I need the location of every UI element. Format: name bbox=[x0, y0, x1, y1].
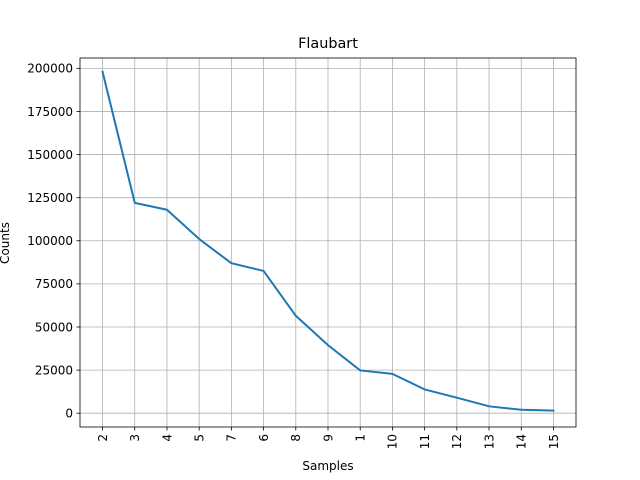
y-axis-label: Counts bbox=[0, 222, 12, 264]
x-tick-label: 11 bbox=[418, 434, 432, 449]
x-tick-label: 15 bbox=[547, 434, 561, 449]
series-layer bbox=[101, 70, 555, 412]
chart-title: Flaubart bbox=[298, 36, 358, 52]
y-tick-label: 25000 bbox=[35, 363, 73, 377]
x-tick-label: 8 bbox=[289, 434, 303, 442]
x-axis: 2 3 4 5 7 6 8 9 1 10 11 12 13 14 15 bbox=[96, 427, 561, 449]
y-tick-label: 150000 bbox=[27, 148, 73, 162]
x-tick-label: 3 bbox=[128, 434, 142, 442]
x-tick-label: 13 bbox=[482, 434, 496, 449]
y-tick-label: 100000 bbox=[27, 234, 73, 248]
x-tick-label: 7 bbox=[225, 434, 239, 442]
x-tick-label: 10 bbox=[386, 434, 400, 449]
x-tick-label: 2 bbox=[96, 434, 110, 442]
x-tick-label: 1 bbox=[354, 434, 368, 442]
x-axis-label: Samples bbox=[302, 459, 353, 473]
x-tick-label: 4 bbox=[160, 434, 174, 442]
x-tick-label: 14 bbox=[515, 434, 529, 449]
x-tick-label: 9 bbox=[321, 434, 335, 442]
y-tick-label: 125000 bbox=[27, 191, 73, 205]
y-tick-label: 175000 bbox=[27, 105, 73, 119]
y-tick-label: 50000 bbox=[35, 320, 73, 334]
y-axis: 0 25000 50000 75000 100000 125000 150000 175000… bbox=[27, 62, 80, 421]
x-tick-label: 5 bbox=[192, 434, 206, 442]
y-tick-label: 0 bbox=[65, 407, 73, 421]
y-tick-label: 200000 bbox=[27, 62, 73, 76]
grid bbox=[80, 58, 576, 427]
x-tick-label: 12 bbox=[450, 434, 464, 449]
y-tick-label: 75000 bbox=[35, 277, 73, 291]
series-line bbox=[101, 70, 555, 412]
x-tick-label: 6 bbox=[257, 434, 271, 442]
